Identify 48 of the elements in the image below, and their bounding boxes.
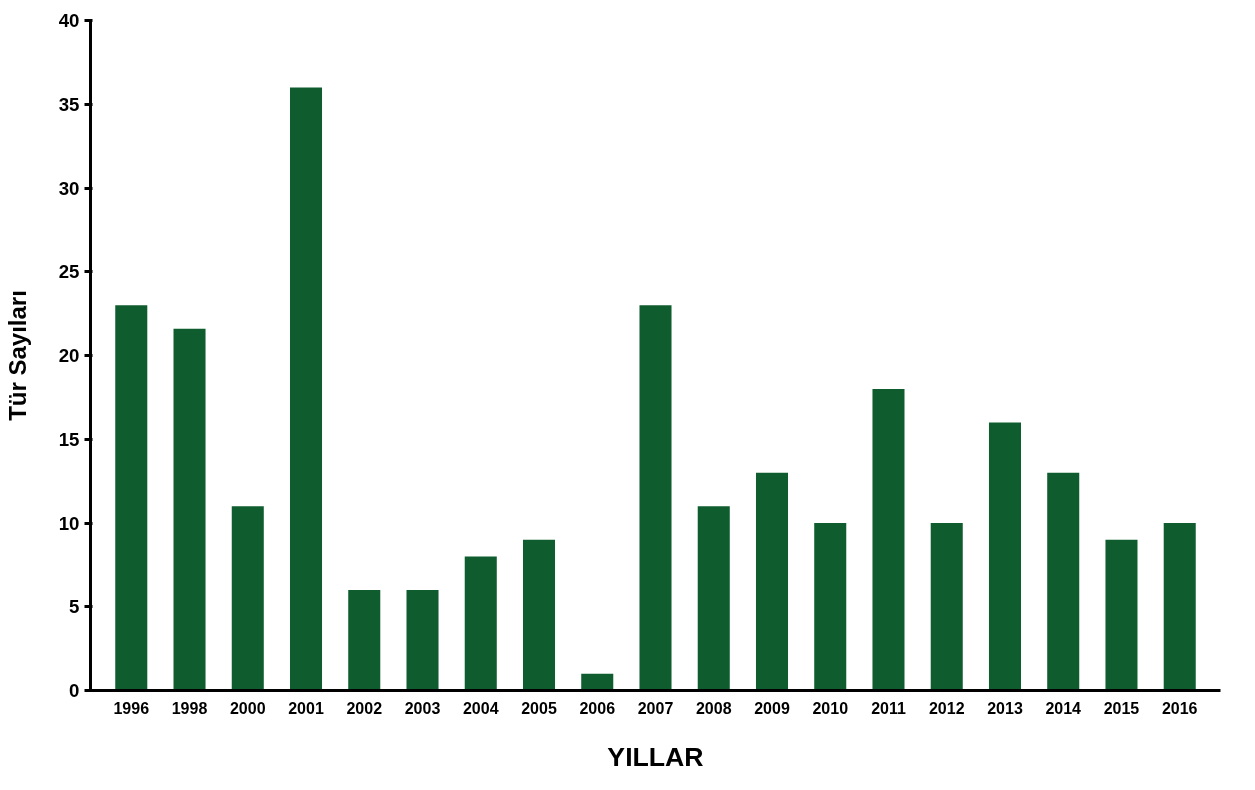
x-tick-label: 2013: [987, 699, 1023, 717]
x-tick-label: 2002: [346, 699, 383, 717]
bar: [1105, 539, 1138, 691]
bar: [1163, 523, 1196, 691]
x-tick-label: 2003: [404, 699, 441, 717]
x-tick-label: 2001: [288, 699, 324, 717]
bar: [814, 523, 847, 691]
y-tick-label: 35: [58, 93, 80, 115]
y-tick-label: 10: [58, 512, 80, 534]
y-tick-label: 15: [58, 428, 80, 450]
x-axis-title: YILLAR: [607, 741, 704, 772]
bar: [1047, 472, 1080, 691]
bar: [872, 389, 905, 691]
bar: [639, 305, 672, 691]
y-tick-label: 20: [58, 345, 80, 366]
x-tick-label: 2005: [521, 699, 557, 717]
x-tick-label: 2010: [812, 699, 849, 717]
x-tick-label: 1998: [171, 699, 208, 717]
bar: [290, 87, 323, 691]
x-tick-label: 2012: [928, 699, 965, 717]
bar: [522, 539, 556, 691]
x-tick-label: 2004: [462, 699, 499, 717]
bar: [231, 506, 264, 691]
x-tick-label: 1996: [113, 699, 150, 717]
x-tick-label: 2009: [754, 699, 790, 717]
x-tick-label: 2014: [1045, 699, 1082, 717]
bar: [988, 422, 1021, 691]
bar: [697, 506, 730, 691]
x-tick-label: 2008: [695, 699, 732, 717]
y-tick-label: 25: [58, 261, 80, 283]
x-tick-label: 2016: [1161, 699, 1198, 717]
bar: [348, 590, 381, 691]
x-tick-label: 2011: [871, 699, 906, 717]
bar: [930, 523, 963, 691]
bar: [755, 472, 789, 691]
y-tick-label: 0: [69, 680, 80, 701]
x-tick-label: 2015: [1103, 699, 1140, 717]
y-tick-label: 40: [58, 10, 80, 31]
x-tick-label: 2000: [229, 699, 266, 717]
y-tick-label: 30: [58, 177, 80, 199]
bar: [115, 305, 148, 691]
x-tick-label: 2007: [637, 699, 674, 717]
bar: [173, 328, 206, 691]
y-tick-label: 5: [69, 596, 80, 618]
bar: [464, 556, 497, 691]
bar: [406, 590, 439, 691]
y-axis-title: Tür Sayıları: [3, 290, 31, 421]
x-tick-label: 2006: [579, 699, 616, 717]
